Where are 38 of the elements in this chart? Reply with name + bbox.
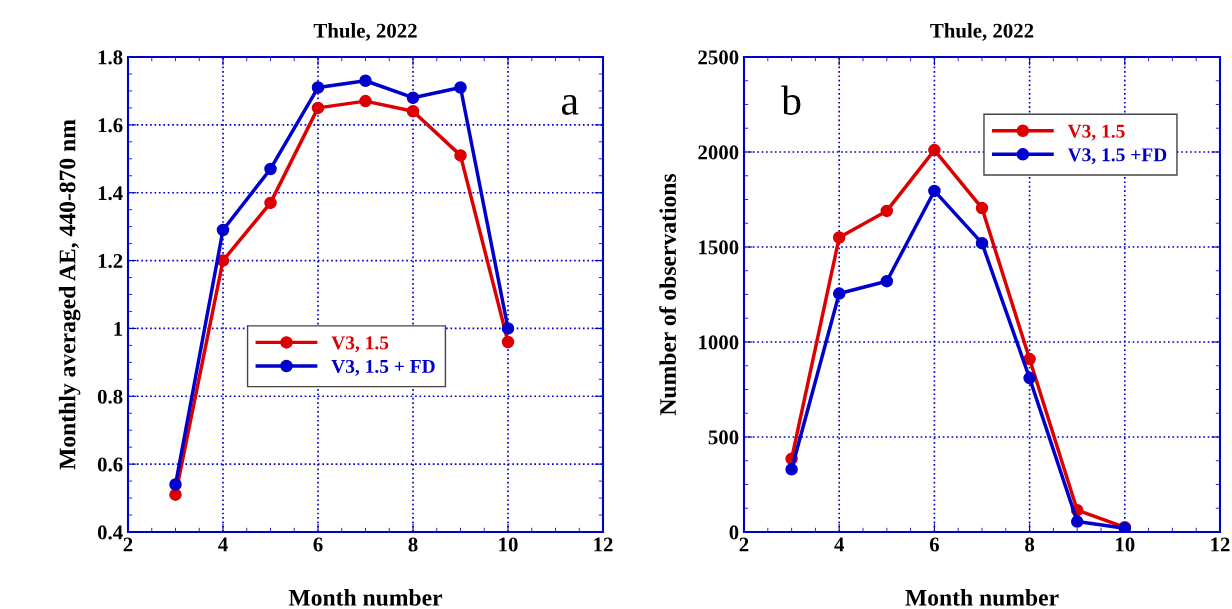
y-tick-label: 1.4 — [98, 186, 123, 201]
y-tick-label: 2500 — [698, 50, 739, 65]
x-tick-label: 12 — [594, 537, 613, 552]
x-tick-label: 4 — [834, 537, 845, 552]
x-tick-label: 2 — [123, 537, 133, 552]
y-tick-label: 1500 — [699, 240, 739, 255]
y-tick-label: 0 — [729, 525, 739, 540]
annotation: a — [561, 94, 579, 115]
y-tick-label: 1.6 — [98, 118, 123, 133]
legend-label: V3, 1.5 +FD — [1067, 148, 1167, 165]
y-tick-label: 1000 — [699, 335, 739, 350]
legend-label: V3, 1.5 — [331, 336, 389, 353]
legend-label: V3, 1.5 — [1067, 124, 1125, 141]
y-tick-label: 1.8 — [98, 50, 123, 65]
x-tick-label: 10 — [499, 537, 518, 552]
y-tick-label: 1.2 — [98, 254, 123, 269]
x-tick-label: 8 — [408, 537, 418, 552]
x-axis-title: Month number — [288, 589, 443, 606]
x-tick-label: 8 — [1025, 537, 1035, 552]
legend-label: V3, 1.5 + FD — [331, 359, 435, 376]
y-tick-label: 1 — [114, 321, 123, 336]
x-tick-label: 6 — [313, 537, 323, 552]
chart-title: Thule, 2022 — [313, 23, 417, 41]
x-tick-label: 6 — [929, 537, 939, 552]
x-tick-label: 2 — [739, 537, 749, 552]
x-axis-title: Month number — [905, 589, 1059, 606]
y-axis-title: Number of observations — [659, 173, 677, 416]
annotation: b — [781, 85, 801, 115]
y-tick-label: 0.6 — [97, 457, 123, 472]
x-tick-label: 10 — [1116, 537, 1135, 552]
chart-title: Thule, 2022 — [930, 23, 1034, 41]
y-tick-label: 500 — [708, 430, 739, 445]
x-tick-label: 12 — [1211, 537, 1230, 552]
y-axis-title: Monthly averaged AE, 440-870 nm — [58, 119, 81, 470]
y-tick-label: 0.4 — [97, 525, 123, 540]
y-tick-label: 0.8 — [97, 389, 123, 404]
y-tick-label: 2000 — [698, 145, 739, 160]
x-tick-label: 4 — [218, 537, 228, 552]
